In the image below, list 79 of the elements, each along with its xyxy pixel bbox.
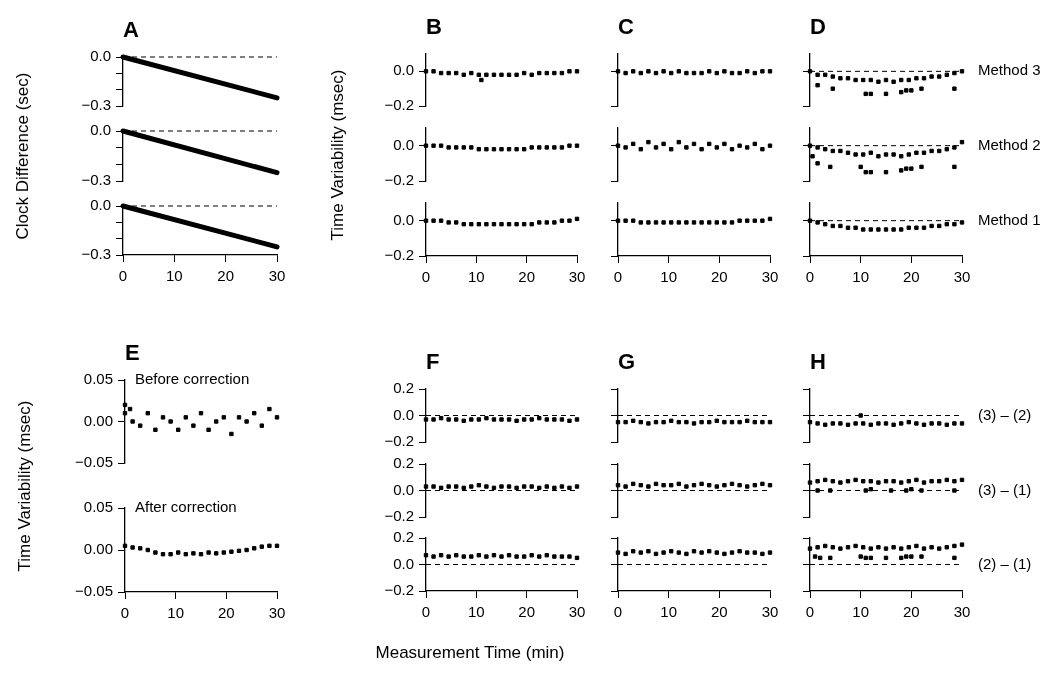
y-tick-label: −0.05 (75, 582, 113, 600)
x-tick-label: 10 (852, 268, 870, 286)
y-tick-label: −0.05 (75, 453, 113, 471)
chart-title: G (618, 349, 636, 374)
x-tick-label: 30 (761, 603, 779, 621)
x-tick-label: 10 (660, 603, 678, 621)
annotation: After correction (135, 498, 237, 516)
y-tick-label: 0.0 (90, 196, 111, 214)
y-tick-label: 0.05 (83, 498, 113, 516)
x-tick-label: 10 (852, 603, 870, 621)
x-tick-label: 0 (805, 603, 815, 621)
x-tick-label: 0 (805, 268, 815, 286)
y-tick-label: −0.3 (81, 171, 111, 189)
y-tick-label: −0.2 (384, 171, 414, 189)
x-tick-label: 20 (217, 604, 235, 622)
x-tick-label: 30 (568, 603, 586, 621)
x-tick-label: 30 (568, 268, 586, 286)
annotation: Before correction (135, 370, 250, 388)
chart-title: E (125, 340, 140, 365)
y-tick-label: 0.00 (83, 411, 113, 429)
y-tick-label: 0.05 (83, 370, 113, 388)
x-tick-label: 0 (118, 267, 128, 285)
y-tick-label: 0.0 (90, 47, 111, 65)
y-axis-title: Clock Difference (sec) (13, 72, 33, 240)
x-tick-label: 0 (120, 604, 130, 622)
y-tick-label: −0.2 (384, 507, 414, 525)
y-axis-title: Time Variability (msec) (15, 400, 35, 572)
x-tick-label: 20 (217, 267, 235, 285)
x-tick-label: 0 (613, 268, 623, 286)
x-tick-label: 10 (165, 267, 183, 285)
y-tick-label: 0.0 (393, 135, 414, 153)
text: Method 2 (978, 135, 1041, 153)
text: Method 1 (978, 210, 1041, 228)
y-axis-title: Time Variability (msec) (328, 69, 348, 241)
x-tick-label: 30 (268, 604, 286, 622)
x-tick-label: 30 (268, 267, 286, 285)
chart-title: D (810, 14, 826, 39)
x-tick-label: 10 (467, 603, 485, 621)
y-tick-label: −0.3 (81, 245, 111, 263)
x-tick-label: 20 (518, 268, 536, 286)
x-tick-label: 0 (421, 603, 431, 621)
x-tick-label: 20 (710, 603, 728, 621)
x-tick-label: 10 (660, 268, 678, 286)
y-tick-label: 0.0 (393, 210, 414, 228)
chart-title: H (810, 349, 826, 374)
y-tick-label: 0.0 (393, 61, 414, 79)
text: (3) – (1) (978, 480, 1032, 498)
y-tick-label: −0.3 (81, 96, 111, 114)
chart-title: F (426, 349, 440, 374)
x-tick-label: 30 (953, 268, 971, 286)
x-tick-label: 20 (518, 603, 536, 621)
y-tick-label: 0.0 (393, 480, 414, 498)
x-tick-label: 20 (902, 603, 920, 621)
x-tick-label: 30 (953, 603, 971, 621)
x-tick-label: 20 (902, 268, 920, 286)
y-tick-label: −0.2 (384, 581, 414, 599)
y-tick-label: 0.2 (393, 454, 414, 472)
chart-title: B (426, 14, 442, 39)
y-tick-label: 0.2 (393, 379, 414, 397)
y-tick-label: 0.2 (393, 528, 414, 546)
y-tick-label: −0.2 (384, 96, 414, 114)
y-tick-label: −0.2 (384, 432, 414, 450)
y-tick-label: 0.0 (90, 121, 111, 139)
y-tick-label: 0.00 (83, 540, 113, 558)
y-tick-label: −0.2 (384, 246, 414, 264)
x-tick-label: 0 (421, 268, 431, 286)
x-tick-label: 20 (710, 268, 728, 286)
chart-title: A (123, 17, 139, 42)
x-axis-title: Measurement Time (min) (375, 643, 565, 663)
x-tick-label: 10 (167, 604, 185, 622)
x-tick-label: 30 (761, 268, 779, 286)
y-tick-label: 0.0 (393, 554, 414, 572)
x-tick-label: 10 (467, 268, 485, 286)
text: (3) – (2) (978, 405, 1032, 423)
text: Method 3 (978, 61, 1041, 79)
x-tick-label: 0 (613, 603, 623, 621)
y-tick-label: 0.0 (393, 405, 414, 423)
chart-title: C (618, 14, 634, 39)
text: (2) – (1) (978, 554, 1032, 572)
